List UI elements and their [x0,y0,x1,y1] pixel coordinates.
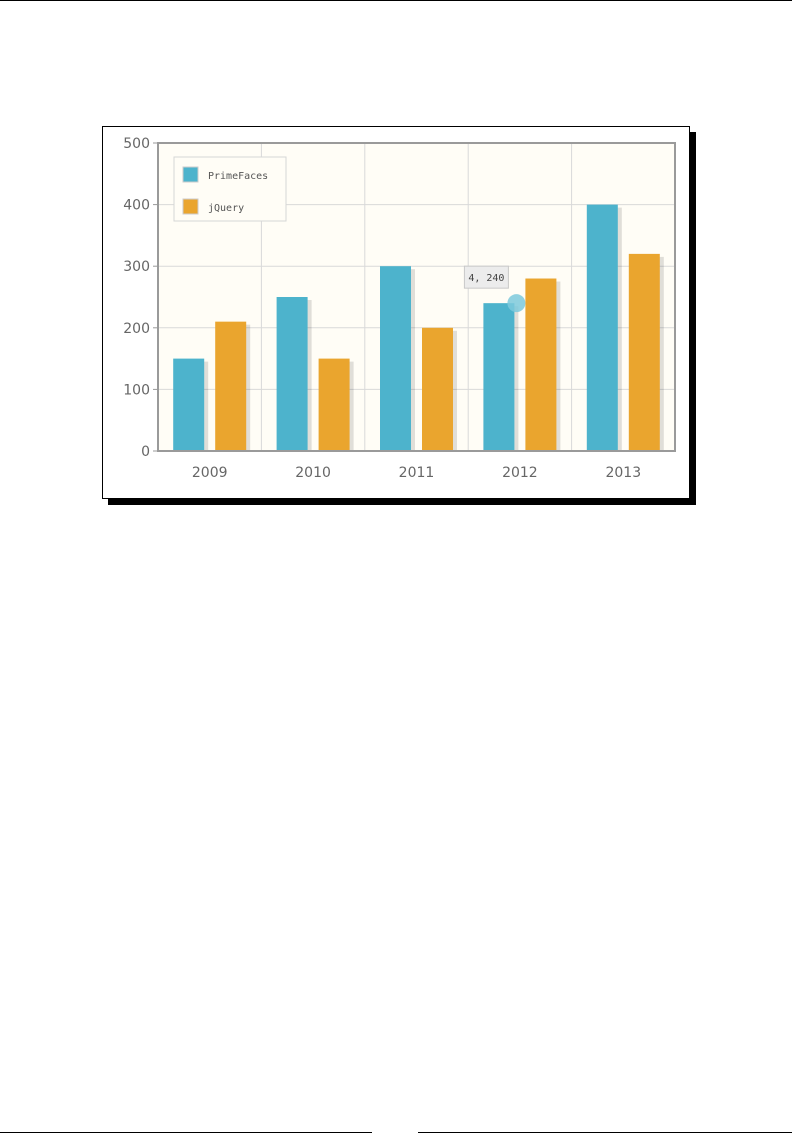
legend-swatch [182,166,199,183]
y-tick-label: 300 [123,259,150,275]
highlight-marker [507,294,526,313]
x-tick-label: 2013 [605,465,641,481]
footer-rule-right [418,1132,792,1133]
legend-label: jQuery [208,203,244,214]
bar [318,358,350,451]
x-tick-label: 2009 [192,465,228,481]
plot-border [157,142,676,452]
legend-swatch [182,198,199,215]
x-tick-label: 2010 [295,465,331,481]
tooltip-label: 4, 240 [468,273,504,284]
bar [483,303,515,451]
y-tick-label: 100 [123,382,150,398]
bar [380,266,411,451]
x-tick-label: 2011 [399,465,435,481]
bar [215,321,247,451]
bar [173,358,205,451]
header-rule [0,0,792,1]
bar [422,327,453,451]
bar [586,204,618,451]
y-tick-label: 500 [123,136,150,152]
figure-frame: 0 100 200 300 400 500 2009 2010 2011 2012 2013 Pri… [102,126,690,499]
y-tick-label: 0 [141,444,150,460]
tooltip-box [463,265,509,289]
bar-chart: 0 100 200 300 400 500 2009 2010 2011 2012 2013 Pri… [123,136,676,481]
legend-label: PrimeFaces [208,171,268,182]
x-tick-label: 2012 [502,465,538,481]
bar [276,297,308,451]
bar [525,278,557,451]
bar [628,253,660,451]
footer-rule-left [0,1132,372,1133]
y-tick-label: 200 [123,321,150,337]
y-tick-label: 400 [123,198,150,214]
